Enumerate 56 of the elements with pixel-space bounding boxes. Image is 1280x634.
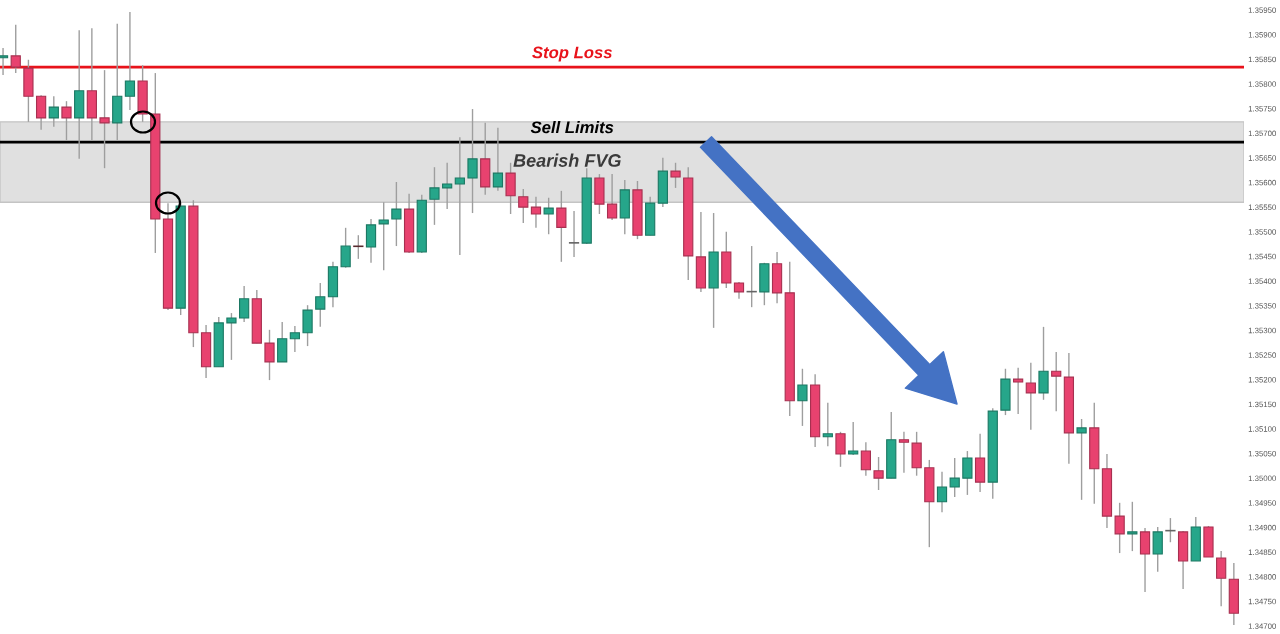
candlestick [0, 47, 9, 76]
candlestick [822, 402, 833, 447]
candlestick [442, 162, 453, 210]
candlestick [1013, 367, 1024, 415]
candlestick [1025, 362, 1036, 431]
ref-line-label: Sell Limits [530, 120, 614, 134]
candlestick [1038, 326, 1049, 401]
candlestick [302, 304, 313, 347]
candlestick [492, 127, 504, 192]
candlestick [35, 94, 47, 131]
candlestick [1127, 501, 1138, 552]
candlestick [61, 100, 72, 141]
candlestick [226, 312, 237, 361]
candlestick [391, 181, 402, 247]
candlestick [606, 173, 618, 221]
candlestick [124, 11, 136, 111]
candlestick [530, 196, 542, 229]
candlestick [860, 441, 871, 477]
candlestick [1051, 351, 1062, 412]
candlestick [48, 95, 59, 128]
candlestick [353, 234, 364, 260]
candlestick [746, 245, 757, 308]
candlestick [467, 108, 478, 214]
candlestick [797, 368, 808, 427]
candlestick [1076, 418, 1087, 501]
candlestick [936, 471, 948, 513]
candlestick [429, 166, 440, 226]
candlestick [1216, 550, 1227, 607]
candlestick [378, 201, 389, 271]
candlestick [239, 285, 250, 323]
candlestick [99, 69, 110, 169]
candlestick [949, 457, 960, 498]
candlestick [289, 325, 301, 353]
candlestick [1139, 527, 1151, 593]
candlestick [670, 162, 681, 189]
candlestick [365, 218, 377, 264]
candlestick [10, 24, 21, 74]
candlestick [1165, 517, 1176, 543]
candlestick [454, 136, 465, 256]
candlestick [264, 329, 275, 381]
candlestick [543, 197, 554, 235]
candlestick [873, 456, 884, 491]
ref-line-label: Stop Loss [532, 46, 612, 62]
candlestick [315, 282, 326, 328]
candlestick [340, 227, 351, 269]
candlestick [568, 210, 580, 258]
candlestick [518, 188, 529, 224]
candlestick [848, 421, 859, 456]
candlestick [1152, 526, 1163, 573]
candlestick [898, 431, 910, 474]
candlestick [962, 450, 973, 496]
band-label: Bearish FVG [513, 153, 621, 167]
candlestick [277, 321, 288, 363]
candlestick [556, 190, 567, 263]
candlestick [835, 431, 846, 468]
candlestick [1114, 502, 1125, 554]
